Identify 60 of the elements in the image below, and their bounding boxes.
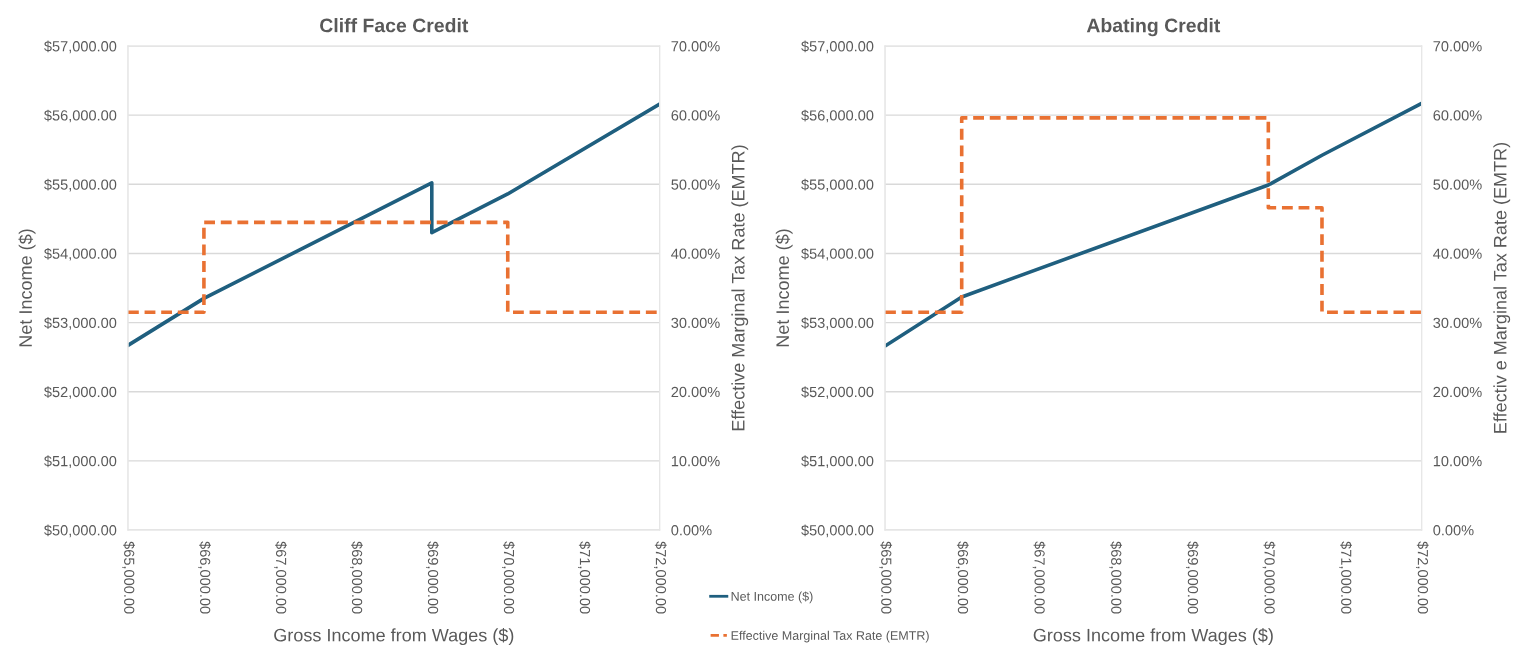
y2-tick-label: 30.00% <box>1433 317 1482 329</box>
y-tick-label: $54,000.00 <box>801 247 874 261</box>
y-tick-label: $57,000.00 <box>801 40 874 54</box>
y-tick-label: $52,000.00 <box>801 386 874 399</box>
legend-label: Effective Marginal Tax Rate (EMTR) <box>731 630 929 643</box>
y-axis-title: Net Income ($) <box>775 229 793 347</box>
legend-label: Net Income ($) <box>731 591 813 604</box>
y2-tick-label: 70.00% <box>1433 41 1482 52</box>
x-tick-label: $65,000.00 <box>879 541 893 614</box>
line-series <box>885 101 1422 348</box>
y-tick-label: $51,000.00 <box>44 455 117 469</box>
x-tick-label: $72,000.00 <box>1416 541 1429 614</box>
x-tick-label: $69,000.00 <box>1186 541 1199 614</box>
chart-title: Abating Credit <box>1086 18 1221 37</box>
y-tick-label: $56,000.00 <box>44 109 117 123</box>
y2-axis-title: Effective Marginal Tax Rate (EMTR) <box>731 145 749 431</box>
y-tick-label: $52,000.00 <box>44 386 117 399</box>
x-tick-label: $71,000.00 <box>578 541 591 614</box>
y2-tick-label: 0.00% <box>671 525 712 536</box>
y-tick-label: $55,000.00 <box>801 178 874 192</box>
y-tick-label: $51,000.00 <box>801 455 874 469</box>
x-tick-label: $67,000.00 <box>274 541 287 614</box>
x-tick-label: $66,000.00 <box>956 541 969 614</box>
y2-tick-label: 60.00% <box>1433 110 1482 121</box>
y2-tick-label: 10.00% <box>671 455 720 467</box>
x-tick-label: $72,000.00 <box>654 541 667 614</box>
y-tick-label: $54,000.00 <box>44 247 117 261</box>
x-axis-title: Gross Income from Wages ($) <box>1033 627 1273 646</box>
chart-title: Cliff Face Credit <box>320 18 469 33</box>
y2-tick-label: 10.00% <box>1433 455 1482 467</box>
y2-axis-title: Effectiv e Marginal Tax Rate (EMTR) <box>1493 142 1511 433</box>
x-tick-label: $66,000.00 <box>198 541 211 614</box>
line-series <box>127 102 660 348</box>
y-axis-title: Net Income ($) <box>18 229 36 347</box>
y2-tick-label: 60.00% <box>671 110 720 121</box>
x-tick-label: $70,000.00 <box>502 541 515 614</box>
y2-tick-label: 40.00% <box>1433 248 1482 259</box>
y2-tick-label: 20.00% <box>1433 386 1482 398</box>
x-tick-label: $67,000.00 <box>1032 541 1046 614</box>
y2-tick-label: 30.00% <box>671 317 720 329</box>
x-tick-label: $69,000.00 <box>426 541 439 614</box>
y2-tick-label: 70.00% <box>671 41 720 52</box>
y2-tick-label: 50.00% <box>671 179 720 190</box>
y-tick-label: $53,000.00 <box>801 317 874 330</box>
y-tick-label: $50,000.00 <box>44 524 117 538</box>
x-tick-label: $70,000.00 <box>1262 541 1276 614</box>
y-tick-label: $57,000.00 <box>44 40 117 54</box>
y-tick-label: $56,000.00 <box>801 109 874 123</box>
y-tick-label: $50,000.00 <box>801 524 874 538</box>
y2-tick-label: 40.00% <box>671 248 720 259</box>
y-tick-label: $55,000.00 <box>44 178 117 192</box>
x-tick-label: $71,000.00 <box>1339 541 1353 614</box>
y-tick-label: $53,000.00 <box>44 317 117 330</box>
x-tick-label: $68,000.00 <box>350 541 363 614</box>
y2-tick-label: 50.00% <box>1433 179 1482 190</box>
x-tick-label: $65,000.00 <box>122 541 135 614</box>
y2-tick-label: 20.00% <box>671 386 720 398</box>
x-tick-label: $68,000.00 <box>1109 541 1123 614</box>
y2-tick-label: 0.00% <box>1433 525 1474 536</box>
x-axis-title: Gross Income from Wages ($) <box>274 627 514 646</box>
